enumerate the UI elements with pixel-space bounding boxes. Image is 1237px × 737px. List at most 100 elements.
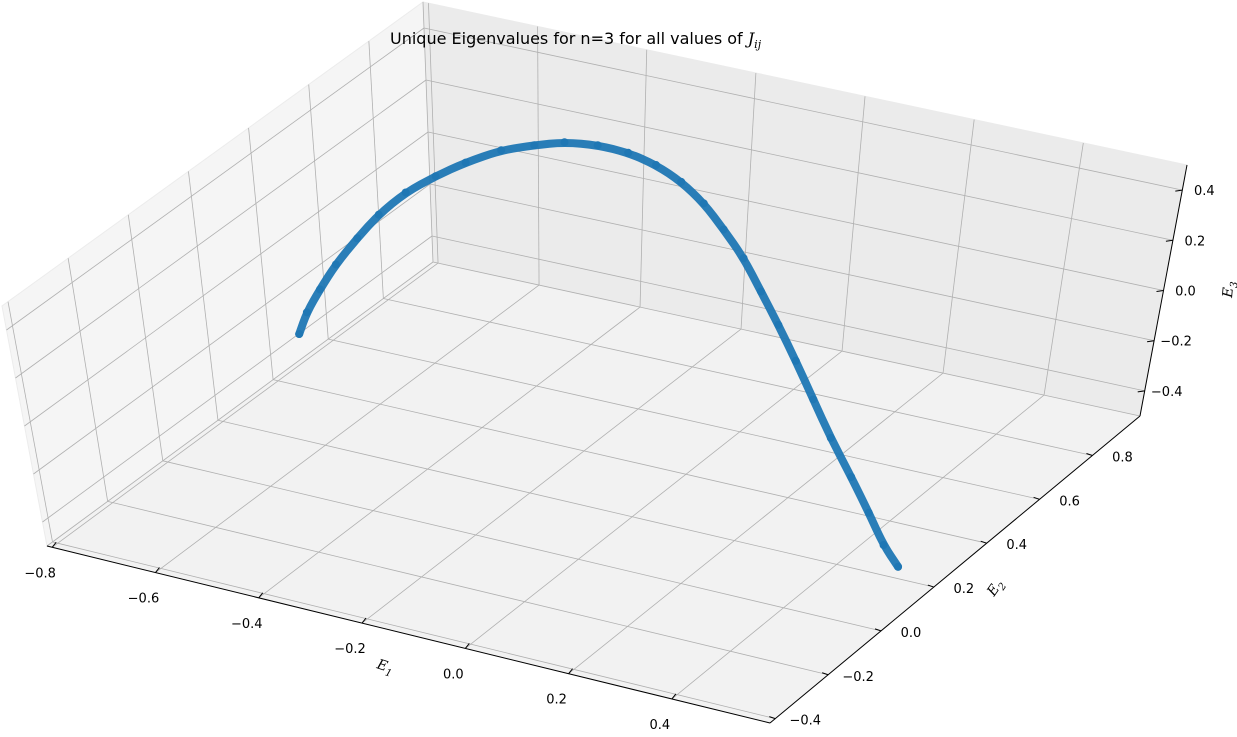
scatter-point	[624, 148, 633, 157]
x-grid-floor	[671, 394, 1045, 700]
scatter-point	[791, 356, 800, 365]
y-tick-label: −0.2	[842, 670, 874, 685]
scatter-point	[593, 141, 602, 150]
x-grid-floor	[258, 306, 641, 599]
z-grid-left	[15, 79, 427, 379]
z-tick-label: −0.4	[1151, 385, 1183, 400]
scatter-point	[847, 472, 856, 481]
x-grid-floor	[155, 284, 540, 573]
x-tick-mark	[568, 668, 573, 675]
z-tick-mark	[1137, 390, 1145, 393]
z-grid-left	[24, 131, 429, 427]
y-grid-floor	[52, 541, 776, 720]
y-tick-label: 0.8	[1112, 450, 1133, 465]
axis-panes	[1, 1, 1188, 724]
z-axis-label: E3	[1220, 280, 1237, 299]
y-grid-floor	[162, 460, 882, 632]
x-tick-label: 0.4	[650, 718, 671, 733]
scatter-point	[756, 287, 765, 296]
z-tick-mark	[1165, 239, 1173, 242]
x-tick-mark	[258, 592, 264, 599]
scatter-point	[699, 199, 708, 208]
scatter-point	[879, 541, 888, 550]
chart-title: Unique Eigenvalues for n=3 for all value…	[390, 29, 762, 52]
scatter-point	[560, 138, 569, 147]
scatter-point	[739, 254, 748, 263]
scatter-curve	[295, 138, 903, 571]
scatter-point	[826, 433, 835, 442]
y-tick-mark	[927, 584, 935, 588]
x-tick-mark	[671, 693, 677, 700]
grid-edge	[46, 261, 434, 547]
y-axis-line	[769, 415, 1141, 724]
z-grid-back	[431, 235, 1145, 392]
y-tick-mark	[1086, 452, 1093, 456]
grid-lines	[6, 1, 1183, 720]
data-series	[295, 138, 903, 571]
y-tick-label: 0.4	[1006, 538, 1027, 553]
x-tick-label: −0.4	[231, 617, 263, 632]
y-tick-mark	[1033, 496, 1040, 500]
z-tick-label: 0.0	[1175, 285, 1196, 300]
scatter-point	[316, 285, 325, 294]
z-grid-left	[42, 235, 433, 523]
grid-edge	[422, 1, 434, 263]
z-grid-back	[423, 27, 1183, 191]
z-tick-label: 0.2	[1185, 234, 1206, 249]
x-tick-label: 0.0	[443, 667, 464, 682]
x-tick-label: −0.8	[24, 566, 56, 581]
z-grid-back	[425, 79, 1173, 241]
x-tick-mark	[155, 567, 160, 573]
scatter-point	[719, 225, 728, 234]
z-grid-back	[427, 131, 1164, 291]
z-tick-label: 0.4	[1194, 184, 1215, 199]
scatter-point	[401, 188, 410, 197]
x-tick-mark	[361, 617, 367, 624]
y-tick-mark	[874, 628, 882, 632]
x-tick-label: 0.2	[546, 693, 567, 708]
x-tick-mark	[464, 643, 470, 649]
scatter-point	[353, 234, 362, 243]
scatter-point	[530, 141, 539, 150]
y-axis-label: E2	[984, 577, 1010, 602]
y-tick-label: 0.2	[954, 582, 975, 597]
x-grid-floor	[568, 372, 944, 675]
x-tick-label: −0.2	[334, 642, 366, 657]
scatter-point	[497, 146, 506, 155]
scatter-point	[774, 320, 783, 329]
y-grid-floor	[328, 338, 1040, 500]
y-tick-label: −0.4	[789, 714, 821, 729]
z-tick-mark	[1175, 189, 1183, 192]
y-grid-floor	[383, 298, 1093, 456]
y-tick-mark	[980, 540, 987, 544]
x-axis-label: E1	[373, 656, 396, 680]
scatter-point	[894, 562, 903, 571]
x-tick-label: −0.6	[128, 592, 160, 607]
y-grid-floor	[107, 500, 829, 676]
y-tick-mark	[821, 672, 829, 676]
z-grid-left	[6, 27, 425, 331]
tick-labels: −0.8 −0.6 −0.4 −0.2 0.0 0.2 0.4 −0.4 −0.2 0.0 0.2 0…	[24, 184, 1214, 733]
scatter-point	[431, 172, 440, 181]
scatter-point	[461, 158, 470, 167]
x-tick-mark	[51, 541, 57, 548]
scatter-point	[331, 260, 340, 269]
x-grid-floor	[361, 328, 742, 624]
scatter-point	[374, 210, 383, 219]
z-tick-mark	[1147, 340, 1155, 343]
scatter-point	[652, 161, 661, 170]
z-tick-mark	[1156, 290, 1164, 292]
x-axis-line	[46, 545, 771, 724]
x-grid-floor	[51, 262, 439, 548]
y-tick-label: 0.0	[901, 626, 922, 641]
y-tick-label: 0.6	[1059, 494, 1080, 509]
scatter-point	[809, 395, 818, 404]
scatter-point	[295, 330, 304, 339]
scatter-point	[302, 308, 311, 317]
y-grid-floor	[217, 419, 934, 588]
y-tick-mark	[769, 716, 776, 720]
x-grid-floor	[465, 350, 843, 649]
scatter-point	[677, 177, 686, 186]
z-grid-back	[429, 183, 1155, 342]
